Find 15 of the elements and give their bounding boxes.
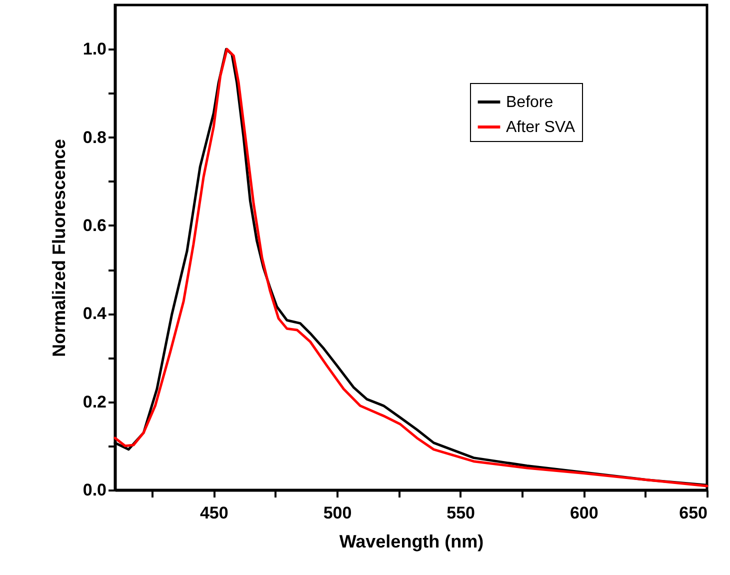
x-tick-label: 550: [446, 504, 476, 522]
y-tick-label: 0.2: [82, 392, 106, 412]
x-tick-label: 600: [570, 504, 598, 522]
y-axis-title: Normalized Fluorescence: [48, 138, 69, 358]
y-tick-label: 0.0: [82, 480, 106, 500]
y-tick-label: 1.0: [82, 40, 106, 59]
y-tick-label: 0.6: [82, 216, 106, 235]
y-tick-label: 0.4: [82, 304, 108, 324]
x-tick-label: 450: [200, 504, 228, 522]
y-tick-label: 0.8: [82, 128, 106, 147]
x-axis-title: Wavelength (nm): [339, 532, 484, 552]
legend-label: After SVA: [506, 119, 576, 136]
x-tick-label: 650: [679, 504, 708, 522]
x-tick-label: 500: [323, 504, 352, 522]
legend-label: Before: [506, 94, 554, 111]
